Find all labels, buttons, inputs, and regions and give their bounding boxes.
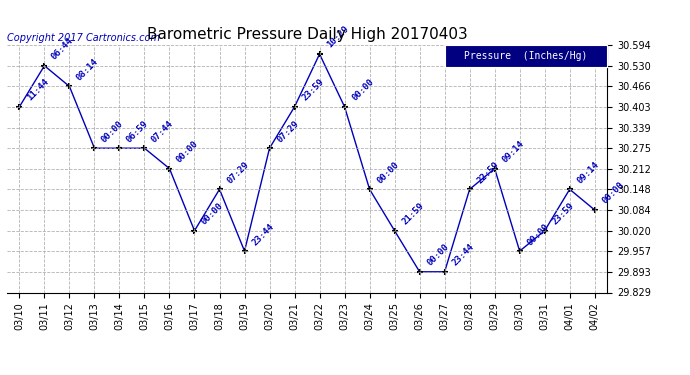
Text: 00:00: 00:00 xyxy=(600,180,626,206)
Text: Copyright 2017 Cartronics.com: Copyright 2017 Cartronics.com xyxy=(7,33,160,42)
Text: 08:14: 08:14 xyxy=(75,57,100,82)
Text: 00:00: 00:00 xyxy=(350,77,375,103)
Text: 00:00: 00:00 xyxy=(175,139,200,164)
Text: 00:00: 00:00 xyxy=(375,160,400,185)
Text: 11:44: 11:44 xyxy=(25,77,50,103)
Text: 23:59: 23:59 xyxy=(300,77,326,103)
Title: Barometric Pressure Daily High 20170403: Barometric Pressure Daily High 20170403 xyxy=(147,27,467,42)
Text: 23:59: 23:59 xyxy=(550,201,575,226)
Text: 07:29: 07:29 xyxy=(275,118,300,144)
Text: 06:59: 06:59 xyxy=(125,118,150,144)
Text: 09:14: 09:14 xyxy=(575,160,600,185)
Text: 10:29: 10:29 xyxy=(325,24,351,50)
Text: 23:44: 23:44 xyxy=(250,222,275,247)
Text: 23:44: 23:44 xyxy=(450,242,475,268)
Text: 00:00: 00:00 xyxy=(100,118,126,144)
Text: 07:44: 07:44 xyxy=(150,118,175,144)
Text: 00:00: 00:00 xyxy=(200,201,226,226)
Text: 06:44: 06:44 xyxy=(50,36,75,62)
Text: 22:59: 22:59 xyxy=(475,160,500,185)
Text: 09:14: 09:14 xyxy=(500,139,526,164)
Text: 21:59: 21:59 xyxy=(400,201,426,226)
Text: 00:00: 00:00 xyxy=(425,242,451,268)
Text: 00:00: 00:00 xyxy=(525,222,551,247)
Text: 07:29: 07:29 xyxy=(225,160,250,185)
